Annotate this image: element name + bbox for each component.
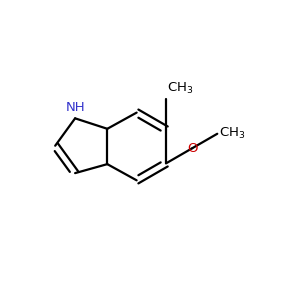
Text: CH$_3$: CH$_3$ <box>219 126 245 141</box>
Text: CH$_3$: CH$_3$ <box>167 81 194 96</box>
Text: NH: NH <box>65 101 85 114</box>
Text: O: O <box>187 142 198 155</box>
